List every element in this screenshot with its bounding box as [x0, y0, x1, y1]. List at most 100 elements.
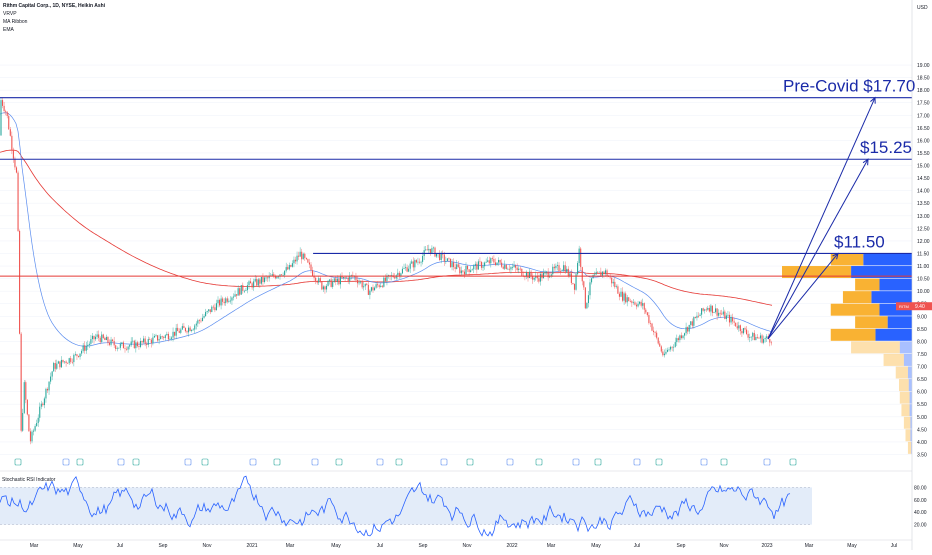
event-marker: [763, 458, 771, 466]
indicator-ema-label[interactable]: EMA: [3, 27, 14, 33]
candle-body: [191, 329, 193, 331]
candle-body: [654, 332, 656, 333]
event-marker: [335, 458, 343, 466]
candle-body: [518, 268, 520, 270]
candle-body: [434, 247, 436, 257]
candle-body: [349, 275, 351, 281]
candle-body: [586, 303, 588, 309]
vrvp-up-bar: [903, 353, 912, 366]
candle-body: [739, 325, 741, 332]
candle-body: [62, 359, 64, 363]
candle-body: [219, 299, 221, 306]
time-tick-label: May: [591, 543, 601, 549]
stoch-band: [0, 487, 812, 525]
candle-body: [577, 262, 579, 275]
candle-body: [690, 321, 692, 325]
candle-body: [749, 337, 751, 338]
candle-body: [25, 382, 27, 400]
candle-body: [170, 337, 173, 339]
price-tick-label: 18.50: [917, 76, 930, 82]
candle-body: [6, 111, 8, 117]
price-tick-label: 16.00: [917, 138, 930, 144]
candle-body: [245, 290, 247, 291]
candle-body: [549, 276, 551, 278]
vrvp-up-bar: [910, 429, 912, 442]
candle-body: [178, 331, 180, 333]
candle-body: [324, 286, 326, 290]
candle-body: [250, 281, 252, 284]
candle-body: [612, 281, 614, 284]
event-marker: [440, 458, 448, 466]
candle-body: [360, 281, 362, 283]
price-tick-label: 15.50: [917, 151, 930, 157]
event-marker: [117, 458, 125, 466]
candle-body: [251, 283, 253, 288]
candle-body: [184, 327, 186, 332]
vrvp-up-bar: [879, 278, 912, 291]
candle-body: [73, 354, 75, 363]
vrvp-down-bar: [883, 353, 904, 366]
candle-body: [93, 335, 95, 340]
candle-body: [747, 333, 749, 338]
time-tick-label: May: [73, 543, 83, 549]
candle-body: [446, 258, 448, 262]
candle-body: [51, 371, 53, 377]
candle-body: [377, 284, 379, 286]
candle-body: [763, 339, 765, 343]
candle-body: [711, 305, 713, 313]
candle-body: [581, 267, 583, 282]
candle-body: [474, 263, 476, 266]
candle-body: [102, 334, 104, 339]
candle-body: [267, 277, 269, 279]
candle-body: [372, 287, 374, 291]
candle-body: [719, 312, 721, 314]
candle-body: [707, 307, 709, 310]
candle-body: [169, 338, 171, 340]
candle-body: [725, 315, 727, 319]
candle-body: [381, 285, 383, 287]
candle-body: [519, 268, 521, 270]
candle-body: [284, 270, 286, 276]
price-tick-label: 12.50: [917, 226, 930, 232]
candle-body: [759, 335, 762, 339]
candle-body: [583, 281, 585, 288]
candle-body: [721, 313, 723, 315]
candle-body: [553, 266, 555, 269]
candle-body: [0, 100, 2, 136]
price-tick-label: 13.00: [917, 214, 930, 220]
candle-body: [378, 285, 380, 287]
indicator-ma-ribbon-label[interactable]: MA Ribbon: [3, 19, 28, 25]
candle-body: [166, 333, 168, 336]
candle-body: [42, 403, 44, 406]
candle-body: [15, 167, 18, 173]
price-tick-label: 19.00: [917, 63, 930, 69]
candle-body: [129, 345, 131, 347]
candle-body: [287, 267, 289, 270]
candle-body: [217, 299, 219, 304]
candle-body: [34, 426, 36, 431]
candle-body: [285, 267, 287, 271]
candle-body: [454, 267, 456, 270]
candle-body: [615, 286, 617, 288]
pre-covid-label: Pre-Covid $17.70: [783, 77, 915, 96]
candle-body: [753, 332, 755, 341]
candle-body: [14, 158, 16, 168]
candle-body: [355, 276, 357, 281]
candle-body: [33, 430, 35, 432]
candle-body: [656, 332, 658, 338]
price-tick-label: 5.50: [917, 402, 927, 408]
candle-body: [470, 270, 472, 273]
vrvp-up-bar: [909, 404, 912, 417]
indicator-vrvp-label[interactable]: VRVP: [3, 11, 17, 17]
candle-body: [449, 258, 452, 268]
candle-body: [400, 273, 402, 277]
candle-body: [409, 263, 411, 269]
candle-body: [570, 273, 572, 283]
candle-body: [90, 339, 92, 344]
vrvp-down-bar: [907, 441, 912, 454]
price-tick-label: 7.50: [917, 352, 927, 358]
candle-body: [566, 268, 568, 273]
time-tick-label: Nov: [463, 543, 472, 549]
candle-body: [214, 307, 216, 311]
